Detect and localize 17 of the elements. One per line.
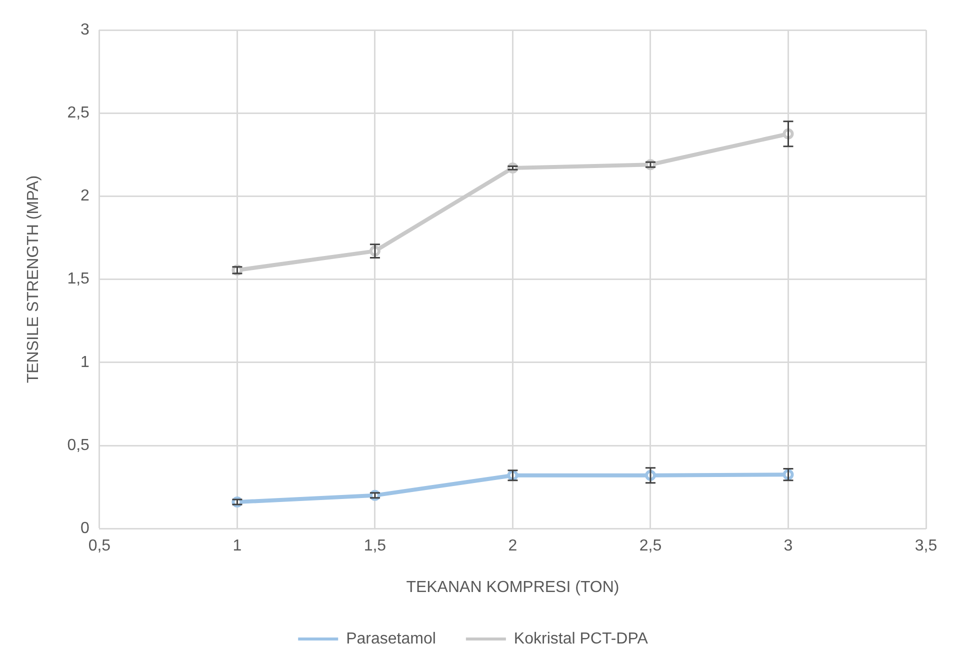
y-tick-label: 2 (80, 188, 90, 205)
x-tick-label: 3 (784, 538, 793, 555)
y-axis-title: TENSILE STRENGTH (MPA) (25, 175, 42, 384)
y-tick-label: 0 (80, 520, 90, 538)
x-axis-title: TEKANAN KOMPRESI (TON) (406, 578, 620, 596)
y-tick-label: 0,5 (67, 436, 90, 454)
legend-label: Parasetamol (346, 630, 436, 648)
x-tick-label: 2,5 (639, 538, 662, 555)
y-tick-label: 3 (80, 21, 90, 38)
x-tick-label: 1,5 (364, 538, 386, 555)
y-tick-label: 1,5 (67, 270, 90, 288)
x-tick-label: 1 (232, 538, 242, 555)
y-tick-label: 2,5 (67, 104, 90, 122)
x-tick-label: 3,5 (914, 538, 938, 555)
legend-label: Kokristal PCT-DPA (514, 630, 648, 648)
x-tick-label: 2 (508, 538, 518, 555)
y-tick-label: 1 (80, 354, 90, 371)
